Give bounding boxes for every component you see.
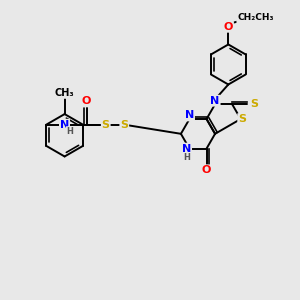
Text: S: S [250, 99, 258, 109]
Text: CH₃: CH₃ [55, 88, 74, 98]
Text: S: S [238, 114, 246, 124]
Text: N: N [210, 96, 220, 106]
Text: O: O [224, 22, 233, 32]
Text: N: N [60, 120, 69, 130]
Text: O: O [82, 96, 91, 106]
Text: S: S [102, 120, 110, 130]
Text: N: N [185, 110, 194, 121]
Text: O: O [202, 165, 211, 176]
Text: H: H [66, 127, 73, 136]
Text: CH₂CH₃: CH₂CH₃ [237, 14, 274, 22]
Text: S: S [120, 120, 128, 130]
Text: N: N [182, 144, 191, 154]
Text: H: H [183, 153, 190, 162]
